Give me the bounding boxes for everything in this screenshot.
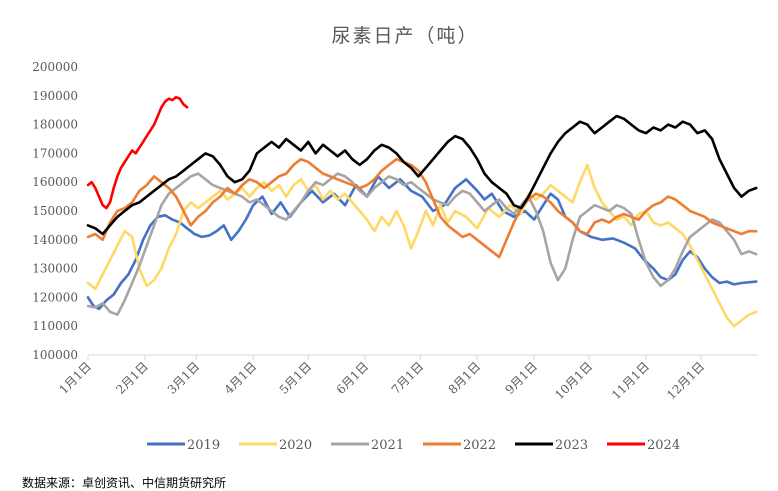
legend-label-2020: 2020 (279, 438, 312, 453)
y-tick-label: 140000 (32, 233, 78, 247)
y-tick-label: 150000 (32, 204, 78, 218)
y-tick-label: 110000 (32, 319, 78, 333)
x-axis-ticks: 1月1日 2月1日 3月1日 4月1日 5月1日 6月1日 7月1日 8月1日 9月1日 10月1… (56, 355, 707, 402)
x-tick-label: 4月1日 (222, 359, 260, 397)
x-tick-label: 5月1日 (277, 359, 315, 397)
legend-label-2021: 2021 (371, 438, 404, 453)
series-line-2023 (86, 114, 758, 236)
y-tick-label: 190000 (32, 89, 78, 103)
x-tick-label: 3月1日 (165, 359, 203, 397)
y-tick-label: 120000 (32, 290, 78, 304)
y-tick-label: 170000 (32, 146, 78, 160)
x-tick-label: 6月1日 (334, 359, 372, 397)
chart-title: 尿素日产（吨） (331, 25, 478, 47)
y-axis-ticks: 100000 110000 120000 130000 140000 150000 1600… (32, 60, 78, 362)
x-tick-label: 11月1日 (609, 359, 652, 402)
series-line-2019 (86, 175, 758, 311)
series-lines (86, 95, 758, 328)
x-tick-label: 12月1日 (664, 359, 707, 402)
legend-label-2022: 2022 (463, 438, 496, 453)
legend: 2019 2020 2021 2022 2023 2024 (147, 438, 680, 453)
y-tick-label: 200000 (32, 60, 78, 74)
legend-label-2024: 2024 (647, 438, 680, 453)
x-tick-label: 8月1日 (446, 359, 484, 397)
series-line-2022 (86, 157, 758, 259)
legend-label-2019: 2019 (187, 438, 220, 453)
y-tick-label: 130000 (32, 262, 78, 276)
series-line-2024 (86, 95, 189, 210)
y-tick-label: 160000 (32, 175, 78, 189)
series-line-2020 (86, 163, 758, 328)
y-tick-label: 180000 (32, 118, 78, 132)
x-tick-label: 2月1日 (113, 359, 151, 397)
y-tick-label: 100000 (32, 348, 78, 362)
x-tick-label: 1月1日 (56, 359, 94, 397)
series-line-2021 (86, 172, 758, 317)
footer-source: 数据来源：卓创资讯、中信期货研究所 (22, 476, 227, 490)
x-tick-label: 7月1日 (389, 359, 427, 397)
x-tick-label: 10月1日 (552, 359, 595, 402)
x-tick-label: 9月1日 (503, 359, 541, 397)
legend-label-2023: 2023 (555, 438, 588, 453)
